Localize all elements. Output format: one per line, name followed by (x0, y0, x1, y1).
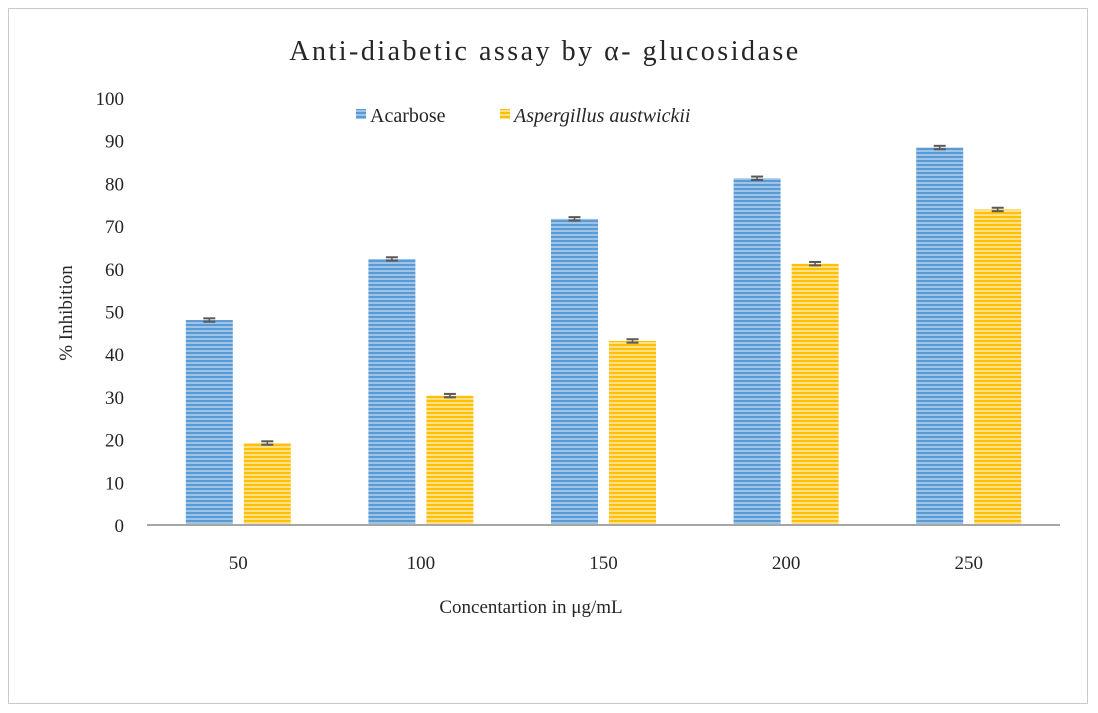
bar-aspergillus-50 (243, 443, 291, 525)
error-bar-acarbose-150 (568, 216, 581, 222)
legend: Acarbose Aspergillus austwickii (356, 105, 690, 127)
error-bar-acarbose-100 (385, 256, 398, 262)
x-tick-label: 200 (772, 553, 801, 574)
bars (185, 144, 1022, 526)
legend-label-acarbose: Acarbose (370, 105, 446, 127)
bar-acarbose-50 (185, 320, 233, 525)
y-tick-label: 60 (105, 260, 124, 281)
bar-aspergillus-200 (791, 263, 839, 525)
error-bar-aspergillus-200 (809, 260, 822, 267)
x-tick-label: 100 (407, 553, 436, 574)
bar-aspergillus-250 (974, 209, 1022, 525)
bar-acarbose-150 (551, 218, 598, 525)
error-bar-acarbose-250 (933, 144, 946, 151)
bar-aspergillus-150 (609, 340, 656, 525)
legend-label-aspergillus: Aspergillus austwickii (512, 105, 690, 127)
error-bar-acarbose-50 (203, 317, 216, 323)
y-tick-label: 0 (115, 516, 125, 537)
y-tick-label: 40 (105, 345, 124, 366)
bar-aspergillus-100 (426, 395, 474, 525)
y-tick-label: 30 (105, 388, 124, 409)
x-axis-ticks: 50 100 150 200 250 (229, 553, 983, 574)
y-axis-ticks: 0 10 20 30 40 50 60 70 80 90 100 (96, 89, 125, 537)
y-tick-label: 70 (105, 217, 124, 238)
x-tick-label: 150 (589, 553, 618, 574)
x-tick-label: 250 (954, 553, 983, 574)
y-tick-label: 80 (105, 174, 124, 195)
y-tick-label: 10 (105, 473, 124, 494)
y-tick-label: 50 (105, 303, 124, 324)
error-bar-acarbose-200 (751, 175, 764, 181)
bar-acarbose-200 (733, 178, 781, 525)
chart-title: Anti-diabetic assay by α- glucosidase (289, 36, 801, 67)
y-tick-label: 90 (105, 132, 124, 153)
error-bar-aspergillus-250 (991, 206, 1004, 213)
x-axis-label: Concentartion in μg/mL (439, 597, 622, 618)
error-bar-aspergillus-100 (443, 392, 456, 399)
legend-swatch-aspergillus (500, 109, 510, 119)
y-tick-label: 20 (105, 431, 124, 452)
bar-acarbose-100 (368, 258, 416, 525)
y-axis-label: % Inhibition (56, 265, 77, 361)
bar-acarbose-250 (916, 147, 964, 526)
y-tick-label: 100 (96, 89, 125, 110)
error-bar-aspergillus-50 (261, 440, 274, 446)
legend-swatch-acarbose (356, 109, 366, 119)
x-tick-label: 50 (229, 553, 248, 574)
error-bar-aspergillus-150 (626, 338, 639, 344)
